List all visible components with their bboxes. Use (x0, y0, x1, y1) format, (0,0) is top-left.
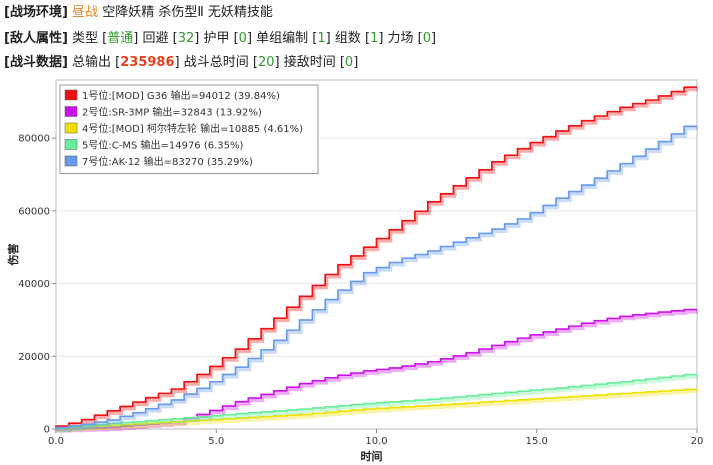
battle-row: [战斗数据] 总输出 [235986] 战斗总时间 [20] 接敌时间 [0] (4, 55, 358, 71)
armor-label: ] 护甲 [ (194, 31, 239, 46)
series-shadow-1 (55, 87, 698, 431)
battle-end: ] (353, 55, 359, 70)
series-line-5 (55, 125, 697, 429)
x-tick-label: 20 (691, 436, 704, 447)
forcefield-label: ] 力场 [ (378, 31, 423, 46)
enemy-row: [敌人属性] 类型 [普通] 回避 [32] 护甲 [0] 单组编制 [1] 组… (4, 31, 436, 47)
duration-label: ] 战斗总时间 [ (174, 55, 258, 70)
environment-row: [战场环境] 昼战 空降妖精 杀伤型Ⅱ 无妖精技能 (4, 5, 273, 21)
y-tick-label: 0 (44, 425, 50, 436)
series-shadow-4 (55, 374, 698, 432)
environment-description: 空降妖精 杀伤型Ⅱ 无妖精技能 (102, 5, 273, 20)
environment-tag: [战场环境] (4, 5, 68, 20)
type-value: 普通 (107, 31, 134, 46)
legend-swatch (64, 122, 78, 134)
damage-chart: 0 20000 40000 60000 80000 0.0 5.0 10.0 15.0 20 时间 伤… (6, 79, 704, 463)
y-tick-label: 20000 (18, 352, 50, 363)
forcefield-value: 0 (422, 31, 432, 46)
legend-label: 7号位:AK-12 输出=83270 (35.29%) (82, 155, 253, 168)
y-tick-label: 80000 (18, 134, 50, 145)
x-tick-label: 10.0 (365, 436, 387, 447)
y-tick-label: 40000 (18, 279, 50, 290)
engage-label: ] 接敌时间 [ (274, 55, 345, 70)
total-value: 235986 (120, 55, 175, 70)
battle-mode: 昼战 (72, 5, 99, 20)
x-tick-label: 15.0 (526, 436, 548, 447)
enemy-tag: [敌人属性] (4, 31, 68, 46)
evasion-value: 32 (177, 31, 195, 46)
legend-label: 1号位:[MOD] G36 输出=94012 (39.84%) (82, 89, 280, 102)
total-label: 总输出 [ (72, 55, 121, 70)
series-line-3 (55, 388, 697, 430)
series-shadow-2 (55, 309, 698, 433)
legend-label: 4号位:[MOD] 柯尔特左轮 输出=10885 (4.61%) (82, 122, 303, 135)
series-line-1 (55, 86, 697, 429)
y-axis-title: 伤害 (6, 244, 20, 267)
unit-value: 1 (317, 31, 326, 46)
type-label: 类型 [ (72, 31, 108, 46)
x-axis-title: 时间 (361, 449, 383, 463)
legend-swatch (64, 139, 78, 150)
legend-swatch (64, 106, 78, 117)
series-shadow-3 (55, 389, 698, 433)
y-tick-label: 60000 (18, 206, 50, 217)
legend-swatch (64, 155, 78, 167)
groups-value: 1 (370, 31, 379, 46)
legend-label: 2号位:SR-3MP 输出=32843 (13.92%) (82, 106, 262, 119)
x-tick-label: 0.0 (48, 436, 64, 447)
series-line-4 (55, 373, 697, 429)
legend-label: 5号位:C-MS 输出=14976 (6.35%) (82, 139, 244, 152)
duration-value: 20 (257, 55, 275, 70)
groups-label: ] 组数 [ (325, 31, 371, 46)
x-tick-label: 5.0 (208, 436, 224, 447)
unit-label: ] 单组编制 [ (246, 31, 318, 46)
legend-swatch (64, 89, 78, 101)
evasion-label: ] 回避 [ (133, 31, 178, 46)
series-shadow-5 (55, 126, 698, 432)
enemy-end: ] (431, 31, 437, 46)
battle-tag: [战斗数据] (4, 55, 68, 70)
armor-value: 0 (238, 31, 247, 46)
legend-box (59, 84, 319, 174)
engage-value: 0 (344, 55, 354, 70)
